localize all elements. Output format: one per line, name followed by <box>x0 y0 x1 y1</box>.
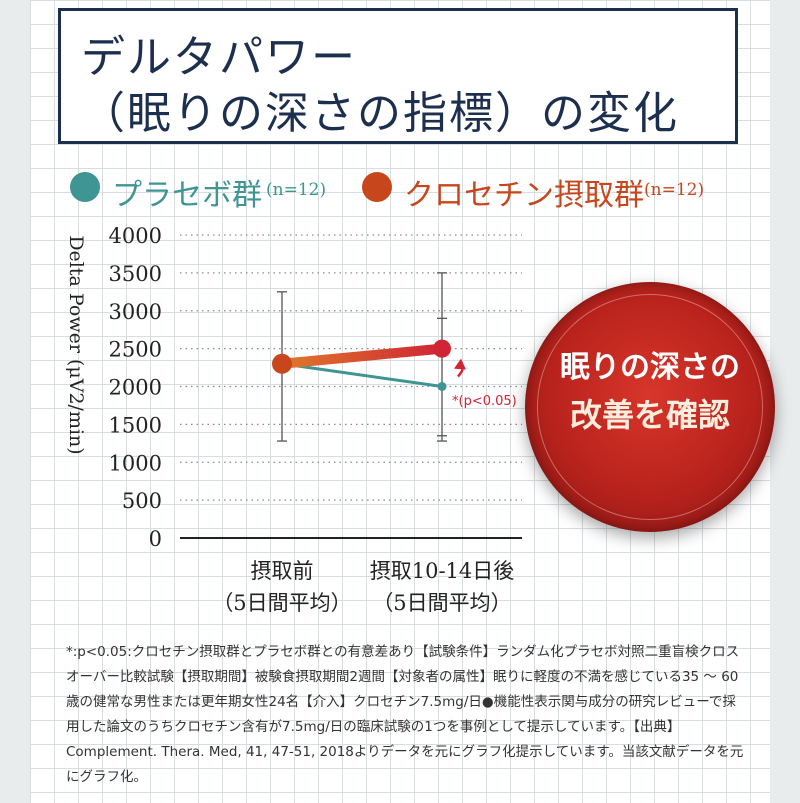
placebo-dot-icon <box>70 172 100 202</box>
footnote-text: *:p<0.05:クロセチン摂取群とプラセボ群との有意差あり【試験条件】ランダム… <box>66 644 744 785</box>
x-category-sublabel: （5日間平均） <box>372 591 511 615</box>
title-line-1: デルタパワー <box>81 32 357 83</box>
title-line-2: （眠りの深さの指標）の変化 <box>81 88 679 139</box>
crocetin-series-line <box>277 343 447 369</box>
y-axis-label: Delta Power (μV2/min) <box>65 235 87 454</box>
crocetin-start-point <box>272 353 292 374</box>
title-box: デルタパワー （眠りの深さの指標）の変化 <box>58 8 738 144</box>
crocetin-dot-icon <box>362 172 392 202</box>
y-tick-label: 3500 <box>109 262 162 286</box>
y-tick-label: 1500 <box>109 413 162 437</box>
y-tick-label: 4000 <box>109 224 162 248</box>
y-tick-label: 1000 <box>109 451 162 475</box>
badge-line-1: 眠りの深さの <box>560 350 740 385</box>
improvement-badge: 眠りの深さの 改善を確認 <box>525 282 775 532</box>
y-tick-label: 500 <box>122 489 162 513</box>
x-category-label: 摂取10-14日後 <box>370 559 515 583</box>
y-tick-label: 0 <box>149 527 162 551</box>
y-tick-label: 2500 <box>109 338 162 362</box>
legend-crocetin-n: (n=12) <box>644 180 705 200</box>
badge-ring <box>537 294 763 520</box>
delta-power-chart: 4000 3500 3000 2500 2000 1500 1000 500 0 Delta Po… <box>65 224 522 615</box>
legend-placebo-n: (n=12) <box>266 180 327 200</box>
significance-label: *(p<0.05) <box>452 394 517 409</box>
badge-line-2: 改善を確認 <box>569 396 730 434</box>
significance-arrowhead-icon <box>454 358 466 370</box>
x-category-label: 摂取前 <box>251 559 314 583</box>
placebo-point <box>437 382 447 391</box>
x-category-sublabel: （5日間平均） <box>212 591 351 615</box>
crocetin-point <box>433 339 451 358</box>
y-tick-label: 2000 <box>109 376 162 400</box>
legend-placebo-label: プラセボ群 <box>112 178 262 213</box>
placebo-series-line <box>281 362 443 388</box>
y-tick-label: 3000 <box>109 300 162 324</box>
legend-crocetin-label: クロセチン摂取群 <box>404 178 644 213</box>
